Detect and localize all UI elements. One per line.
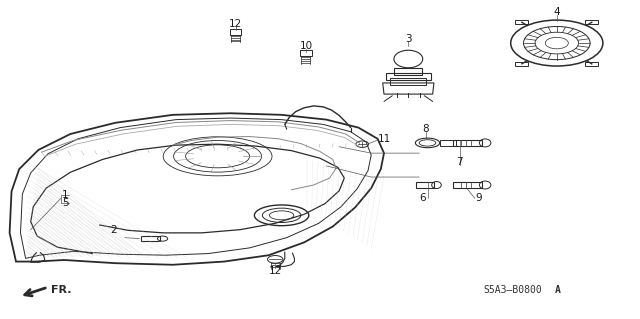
- Text: S5A3–B0800: S5A3–B0800: [483, 285, 542, 295]
- Text: 4: 4: [554, 7, 560, 17]
- Text: 2: 2: [111, 225, 117, 235]
- Bar: [515, 62, 528, 66]
- Bar: [515, 20, 528, 24]
- Text: 10: 10: [300, 41, 312, 51]
- Text: 9: 9: [476, 193, 482, 204]
- Bar: [586, 20, 598, 24]
- Text: FR.: FR.: [51, 285, 72, 295]
- Text: 1: 1: [62, 189, 68, 200]
- Bar: [586, 62, 598, 66]
- Text: 5: 5: [62, 197, 68, 208]
- Text: 3: 3: [405, 34, 412, 44]
- Text: 12: 12: [229, 19, 242, 29]
- Text: 8: 8: [422, 124, 429, 134]
- Text: 12: 12: [269, 265, 282, 276]
- Text: 7: 7: [456, 157, 463, 167]
- Text: 11: 11: [378, 134, 390, 144]
- Text: 6: 6: [419, 193, 426, 204]
- Text: A: A: [555, 285, 561, 295]
